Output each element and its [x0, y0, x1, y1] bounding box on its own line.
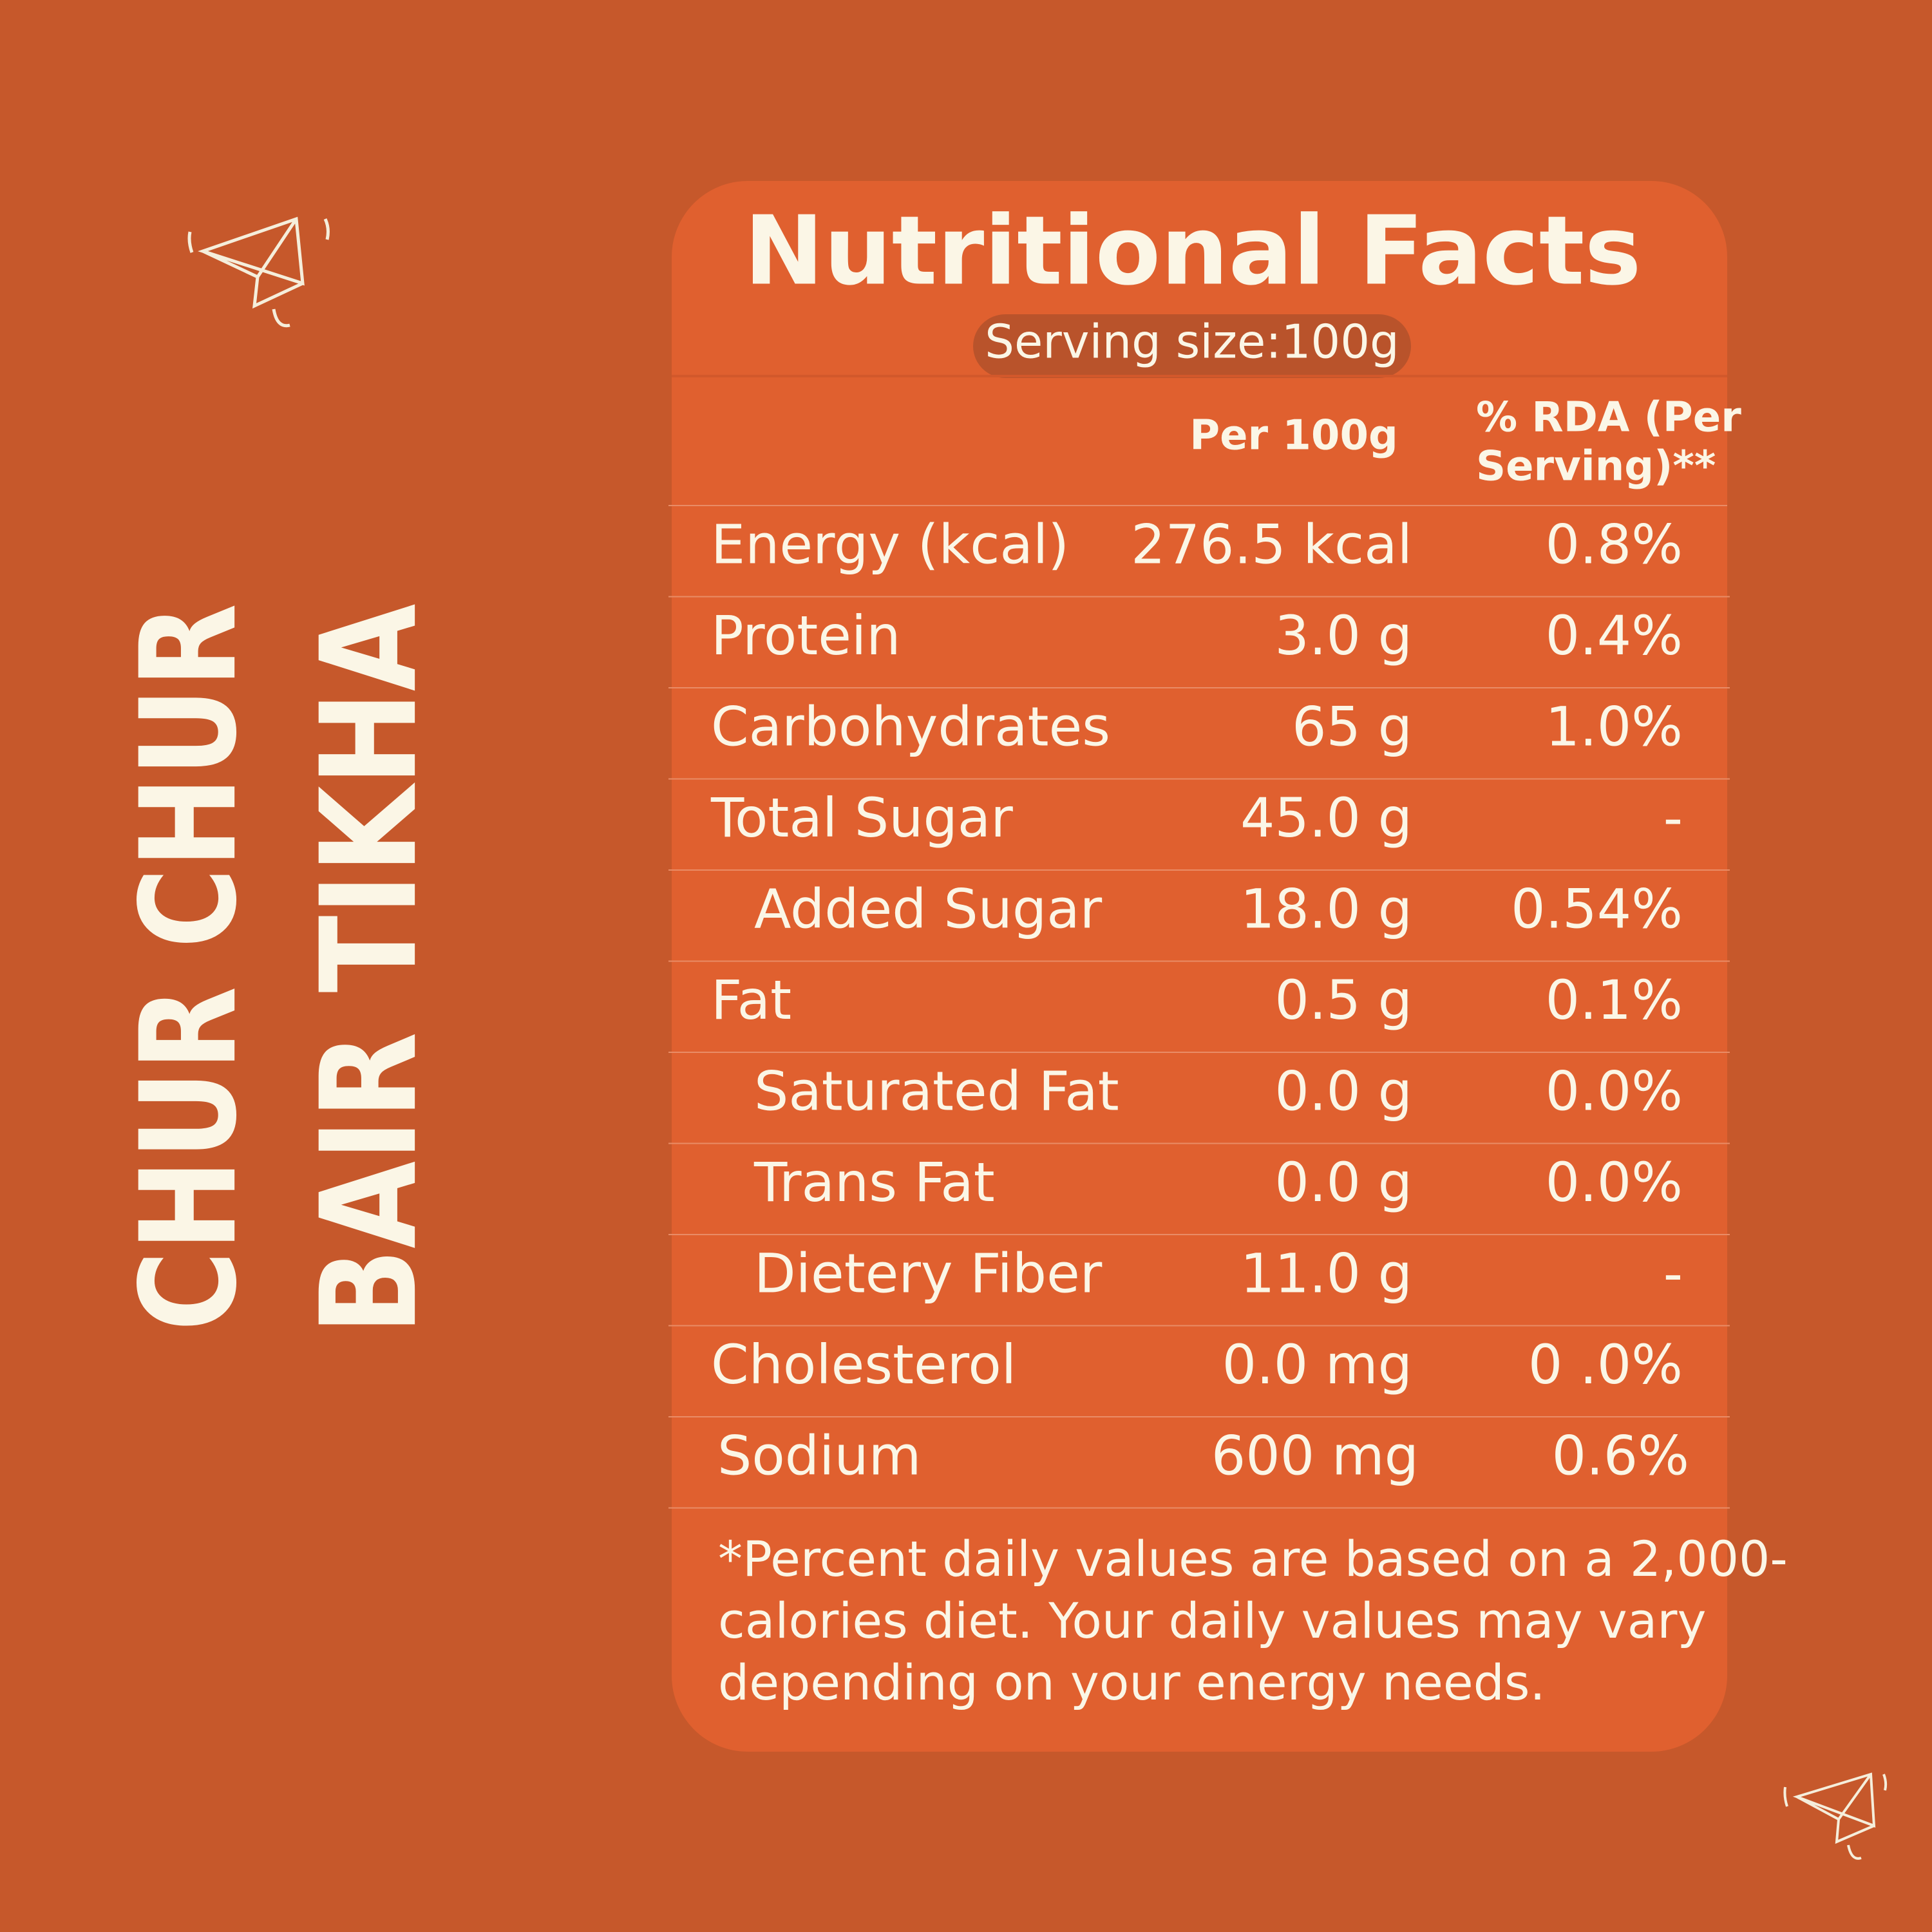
product-name-line: CHUR CHUR — [113, 603, 266, 1331]
column-header: Serving)** — [1476, 443, 1716, 491]
per-100g-value: 11.0 g — [1240, 1242, 1412, 1305]
serving-size: Serving size:100g — [985, 315, 1399, 369]
rda-value: - — [1663, 786, 1683, 849]
rda-value: 0.8% — [1546, 513, 1683, 576]
panel-title: Nutritional Facts — [744, 196, 1641, 307]
nutrient-name: Saturated Fat — [754, 1060, 1119, 1123]
rda-value: - — [1663, 1242, 1683, 1305]
column-header: % RDA (Per — [1476, 394, 1741, 442]
footnote-line: *Percent daily values are based on a 2,0… — [718, 1530, 1788, 1587]
footnote-line: depending on your energy needs. — [718, 1654, 1546, 1711]
nutrient-name: Carbohydrates — [711, 696, 1110, 759]
rda-value: 0.1% — [1546, 969, 1683, 1032]
rda-value: 0.54% — [1511, 878, 1683, 941]
column-header: Per 100g — [1189, 412, 1398, 460]
paper-plane-icon — [1783, 1772, 1888, 1860]
nutrient-name: Trans Fat — [753, 1151, 995, 1214]
nutrient-name: Energy (kcal) — [711, 513, 1069, 576]
per-100g-value: 276.5 kcal — [1131, 513, 1412, 576]
per-100g-value: 0.5 g — [1274, 969, 1412, 1032]
nutrient-name: Cholesterol — [711, 1333, 1016, 1396]
per-100g-value: 18.0 g — [1240, 878, 1412, 941]
per-100g-value: 0.0 mg — [1222, 1333, 1412, 1396]
rda-value: 0.4% — [1546, 604, 1683, 667]
per-100g-value: 0.0 g — [1274, 1060, 1412, 1123]
product-name-line: BAIR TIKHA — [293, 604, 446, 1335]
per-100g-value: 65 g — [1292, 696, 1412, 759]
serving-pill — [973, 314, 1411, 378]
per-100g-value: 45.0 g — [1240, 786, 1412, 849]
rda-value: 1.0% — [1546, 696, 1683, 759]
rda-value: 0.6% — [1552, 1425, 1689, 1488]
nutrition-panel — [672, 181, 1727, 1752]
per-100g-value: 600 mg — [1211, 1425, 1419, 1488]
paper-plane-icon — [187, 216, 330, 328]
nutrient-name: Total Sugar — [710, 786, 1013, 849]
per-100g-value: 3.0 g — [1274, 604, 1412, 667]
rda-value: 0.0% — [1546, 1151, 1683, 1214]
nutrient-name: Fat — [711, 969, 791, 1032]
nutrient-name: Sodium — [717, 1425, 921, 1488]
nutrient-name: Protein — [711, 604, 900, 667]
nutrient-name: Dietery Fiber — [754, 1242, 1103, 1305]
footnote-line: calories diet. Your daily values may var… — [718, 1592, 1707, 1649]
rda-value: 0 .0% — [1528, 1333, 1683, 1396]
per-100g-value: 0.0 g — [1274, 1151, 1412, 1214]
nutrient-name: Added Sugar — [754, 878, 1103, 941]
rda-value: 0.0% — [1546, 1060, 1683, 1123]
